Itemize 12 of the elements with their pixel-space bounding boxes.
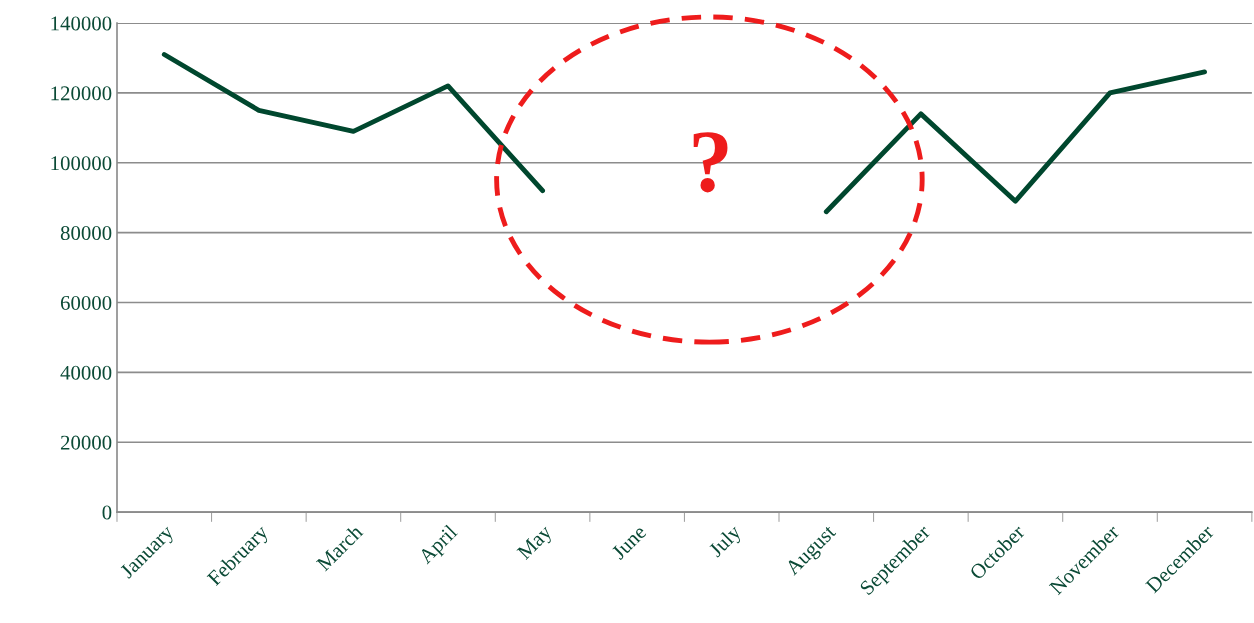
y-tick-label: 40000 (60, 365, 112, 380)
y-tick-label: 100000 (51, 156, 112, 171)
x-tick-label: June (611, 524, 647, 561)
annotation: ? (693, 132, 728, 193)
y-tick-label: 20000 (60, 435, 112, 450)
y-tick-label: 80000 (60, 226, 112, 241)
y-tick-label: 60000 (60, 295, 112, 310)
x-tick-label: May (516, 523, 556, 564)
x-tick-label: July (707, 523, 746, 561)
y-tick-label: 120000 (51, 86, 112, 101)
y-tick-label: 140000 (51, 16, 112, 31)
y-tick-label: 0 (102, 505, 112, 520)
